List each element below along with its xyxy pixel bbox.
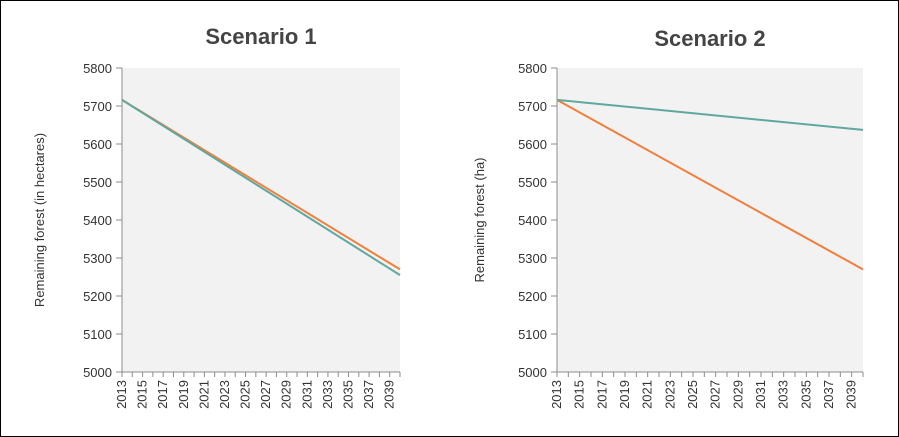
chart1-x-tick-label: 2013 [114, 380, 129, 409]
chart2-x-tick-label: 2039 [844, 380, 859, 409]
chart2-y-tick-label: 5300 [518, 251, 547, 266]
chart2-y-tick-label: 5200 [518, 289, 547, 304]
chart2-x-tick-label: 2031 [753, 380, 768, 409]
chart2-x-tick-label: 2023 [662, 380, 677, 409]
chart1-y-tick-label: 5000 [83, 365, 112, 380]
chart2-y-tick-label: 5600 [518, 137, 547, 152]
chart1-y-tick-label: 5200 [83, 289, 112, 304]
chart1-x-tick-label: 2035 [341, 380, 356, 409]
chart2-x-tick-label: 2027 [708, 380, 723, 409]
chart2-series-line-2 [556, 98, 864, 131]
chart1-y-tick-label: 5300 [83, 251, 112, 266]
chart1-y-tick-label: 5400 [83, 213, 112, 228]
chart2-x-tick-label: 2035 [798, 380, 813, 409]
chart1-y-axis-label: Remaining forest (in hectares) [32, 133, 47, 307]
chart1-x-tick-label: 2027 [258, 380, 273, 409]
chart2-y-tick-label: 5100 [518, 327, 547, 342]
chart1-y-tick-label: 5500 [83, 175, 112, 190]
chart1-y-tick-label: 5700 [83, 99, 112, 114]
chart1-x-tick-label: 2015 [135, 380, 150, 409]
chart2-x-tick-label: 2037 [821, 380, 836, 409]
chart1-x-tick-label: 2037 [361, 380, 376, 409]
chart2-x-tick-label: 2019 [617, 380, 632, 409]
chart1-title: Scenario 1 [205, 24, 316, 49]
chart2-x-tick-label: 2029 [730, 380, 745, 409]
chart1-x-tick-label: 2033 [320, 380, 335, 409]
chart2-plot-area [557, 68, 863, 372]
chart1-x-tick-label: 2031 [299, 380, 314, 409]
chart1-y-tick-label: 5800 [83, 61, 112, 76]
chart2-x-tick-label: 2033 [776, 380, 791, 409]
chart1-series-line-2 [121, 99, 401, 276]
chart1-x-tick-label: 2029 [279, 380, 294, 409]
chart2-title: Scenario 2 [654, 26, 765, 51]
chart2-x-tick-label: 2013 [549, 380, 564, 409]
chart2-x-tick-label: 2025 [685, 380, 700, 409]
chart2-x-tick-label: 2017 [594, 380, 609, 409]
chart2-y-tick-label: 5500 [518, 175, 547, 190]
chart2-y-tick-label: 5700 [518, 99, 547, 114]
chart1-y-tick-label: 5100 [83, 327, 112, 342]
chart1-y-tick-label: 5600 [83, 137, 112, 152]
chart2-x-tick-label: 2021 [640, 380, 655, 409]
chart1-x-tick-label: 2025 [238, 380, 253, 409]
chart2-y-tick-label: 5400 [518, 213, 547, 228]
chart1-x-tick-label: 2021 [196, 380, 211, 409]
chart2-y-axis-label: Remaining forest (ha) [472, 158, 487, 283]
chart1-x-tick-label: 2023 [217, 380, 232, 409]
chart1-plot-area [122, 68, 400, 372]
chart1-x-tick-label: 2019 [176, 380, 191, 409]
chart1-x-tick-label: 2039 [382, 380, 397, 409]
chart2-x-tick-label: 2015 [572, 380, 587, 409]
chart2-y-tick-label: 5800 [518, 61, 547, 76]
chart2-y-tick-label: 5000 [518, 365, 547, 380]
chart2-series-line-1 [556, 99, 864, 271]
chart1-x-tick-label: 2017 [155, 380, 170, 409]
